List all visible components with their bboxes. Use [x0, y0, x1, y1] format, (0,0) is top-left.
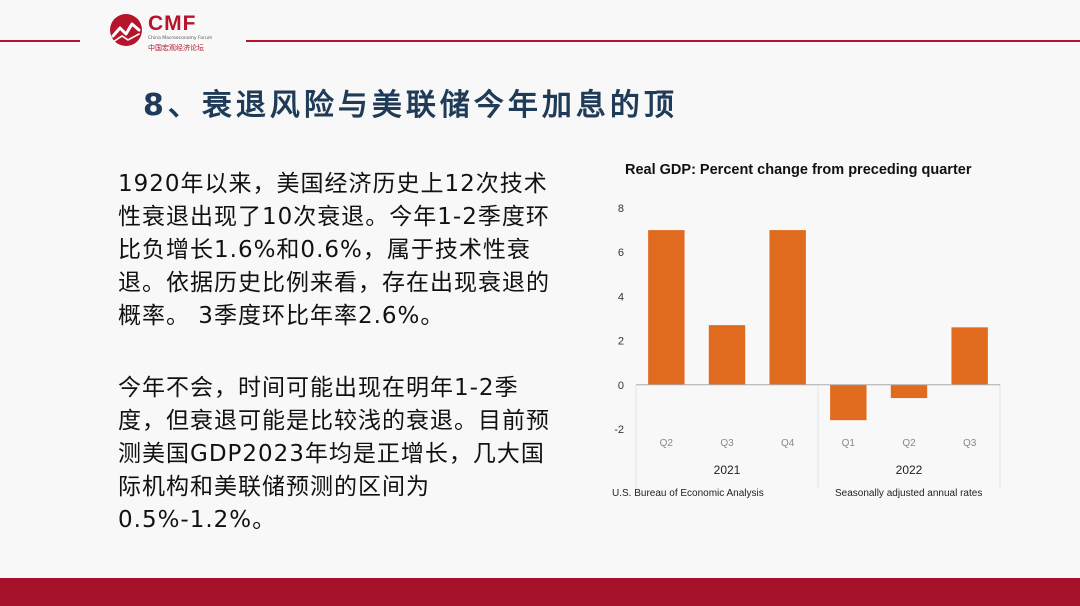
- bar-0: [648, 230, 685, 385]
- chart-title: Real GDP: Percent change from preceding …: [625, 162, 972, 178]
- footer-bar: [0, 578, 1080, 606]
- paragraph-2: 今年不会，时间可能出现在明年1-2季度，但衰退可能是比较浅的衰退。目前预测美国G…: [118, 375, 550, 533]
- gdp-bar-chart: 8 6 4 2 0 -2 Q2 Q3 Q4 Q1 Q2 Q3 2021 2022: [614, 203, 1001, 489]
- x-group-label: 2022: [896, 463, 923, 477]
- logo-text: CMF: [148, 12, 197, 35]
- header-rule-left: [0, 40, 80, 42]
- chart-note: Seasonally adjusted annual rates: [835, 488, 983, 499]
- slide-title: 8、衰退风险与美联储今年加息的顶: [143, 88, 678, 123]
- cmf-logo: CMF China Macroeconomy Forum 中国宏观经济论坛: [108, 12, 228, 52]
- y-tick-label: 0: [618, 380, 624, 392]
- bar-3: [830, 384, 867, 421]
- bar-4: [890, 384, 928, 399]
- y-tick-label: -2: [614, 424, 624, 436]
- bar-1: [708, 325, 746, 385]
- x-tick-label: Q2: [902, 438, 916, 449]
- cmf-logo-mark-icon: [110, 14, 142, 46]
- logo-chinese-name: 中国宏观经济论坛: [148, 44, 204, 52]
- x-tick-label: Q1: [842, 438, 856, 449]
- y-tick-label: 8: [618, 203, 624, 215]
- y-tick-label: 2: [618, 336, 624, 348]
- logo-subtitle: China Macroeconomy Forum: [148, 36, 213, 41]
- bar-2: [769, 230, 806, 385]
- header-rule-right: [246, 40, 1080, 42]
- y-tick-label: 6: [618, 247, 624, 259]
- x-tick-label: Q4: [781, 438, 795, 449]
- bar-5: [951, 327, 988, 385]
- paragraph-1: 1920年以来，美国经济历史上12次技术性衰退出现了10次衰退。今年1-2季度环…: [118, 171, 550, 329]
- y-tick-label: 4: [618, 291, 624, 303]
- x-tick-label: Q3: [720, 438, 734, 449]
- x-tick-label: Q3: [963, 438, 977, 449]
- x-group-label: 2021: [714, 463, 741, 477]
- chart-source: U.S. Bureau of Economic Analysis: [612, 488, 764, 499]
- x-tick-label: Q2: [660, 438, 674, 449]
